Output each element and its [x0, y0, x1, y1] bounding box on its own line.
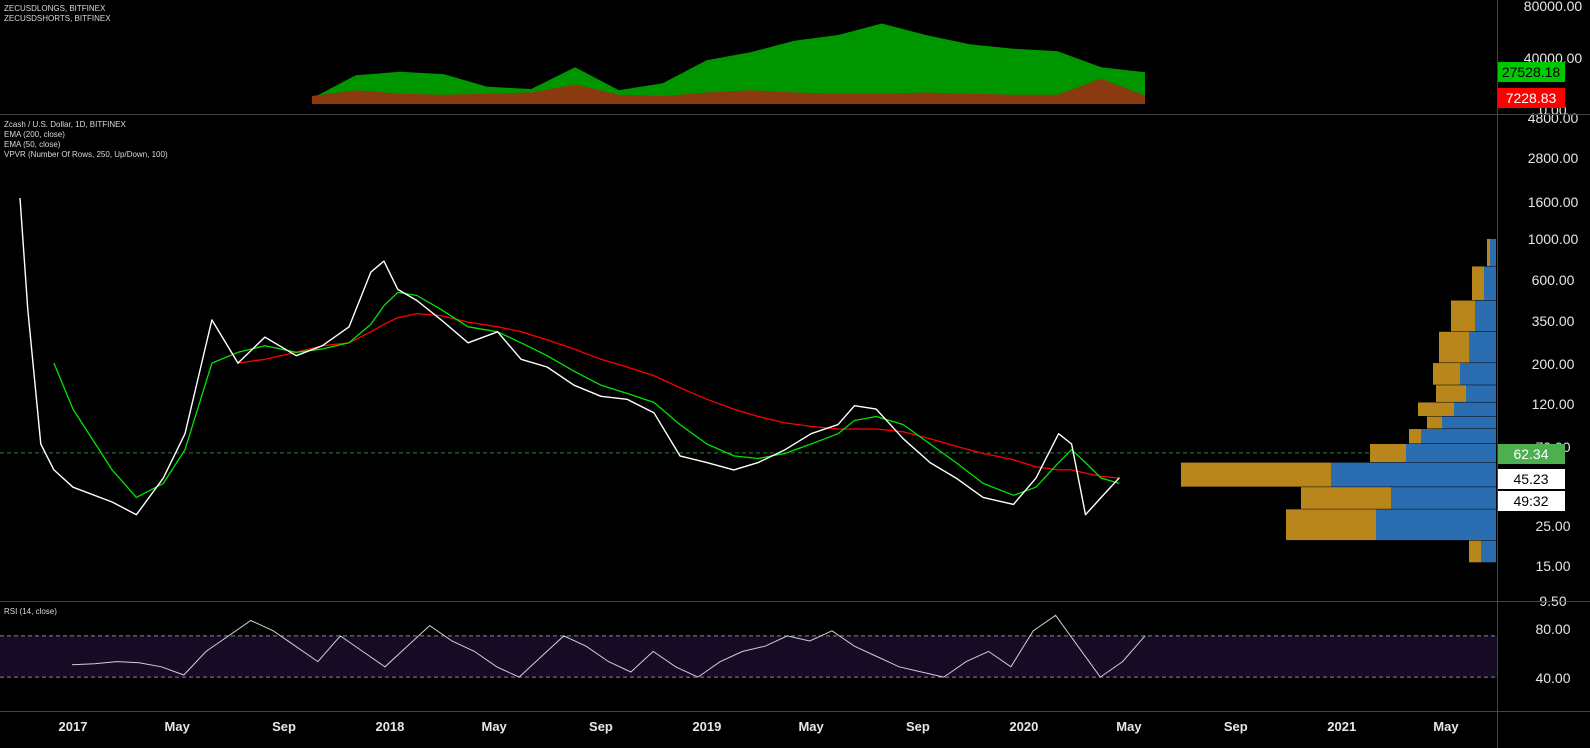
ema50-line: [53, 291, 1120, 499]
vp-up-bar: [1460, 363, 1496, 385]
time-axis-label: May: [798, 719, 824, 734]
shorts-area: [312, 78, 1145, 104]
vp-up-bar: [1481, 540, 1496, 563]
main-axis-label: 120.00: [1532, 396, 1575, 412]
rsi-pane: [0, 614, 1497, 678]
time-axis-label: Sep: [1224, 719, 1248, 734]
legend-symbol: Zcash / U.S. Dollar, 1D, BITFINEX: [4, 120, 126, 129]
vp-down-bar: [1370, 444, 1406, 463]
longs-badge-bg: [1497, 62, 1565, 82]
rsi-line: [71, 614, 1146, 678]
vp-up-bar: [1475, 300, 1496, 332]
time-axis-label: May: [165, 719, 191, 734]
main-axis-label: 15.00: [1535, 558, 1570, 574]
vp-down-bar: [1439, 331, 1469, 363]
longs-area: [312, 23, 1145, 104]
price-line: [19, 197, 1120, 516]
main-axis-label: 350.00: [1532, 313, 1575, 329]
time-axis-label: 2017: [59, 719, 88, 734]
main-axis-label: 1000.00: [1528, 231, 1579, 247]
legend-longs: ZECUSDLONGS, BITFINEX: [4, 4, 106, 13]
vp-down-bar: [1472, 266, 1484, 301]
price-pane: [0, 197, 1497, 516]
last-price-badge-bg: [1497, 444, 1565, 464]
main-axis-label: 25.00: [1535, 518, 1570, 534]
main-axis-label: 600.00: [1532, 272, 1575, 288]
top-pane-legend: ZECUSDLONGS, BITFINEX ZECUSDSHORTS, BITF…: [4, 4, 111, 24]
vp-down-bar: [1487, 238, 1490, 266]
last-price-badge-text: 62.34: [1513, 446, 1548, 462]
legend-ema50: EMA (50, close): [4, 140, 61, 149]
countdown-badge-bg: [1497, 491, 1565, 511]
legend-vpvr: VPVR (Number Of Rows, 250, Up/Down, 100): [4, 150, 168, 159]
vp-up-bar: [1466, 385, 1496, 402]
main-pane-legend: Zcash / U.S. Dollar, 1D, BITFINEX EMA (2…: [4, 120, 168, 160]
legend-shorts: ZECUSDSHORTS, BITFINEX: [4, 14, 111, 23]
time-axis-label: May: [482, 719, 508, 734]
vp-down-bar: [1181, 462, 1331, 487]
vp-down-bar: [1418, 402, 1454, 416]
vp-down-bar: [1436, 385, 1466, 402]
rsi-axis-label: 40.00: [1535, 670, 1570, 686]
rsi-band: [0, 635, 1497, 678]
vp-down-bar: [1433, 363, 1460, 385]
vp-up-bar: [1421, 429, 1496, 444]
time-axis-label: 2018: [375, 719, 404, 734]
shorts-badge-bg: [1497, 88, 1565, 108]
vp-up-bar: [1376, 509, 1496, 541]
vp-down-bar: [1286, 509, 1376, 541]
vp-down-bar: [1451, 300, 1475, 332]
ema200-line: [237, 312, 1120, 479]
time-axis-label: Sep: [589, 719, 613, 734]
current-price-badge-bg: [1497, 469, 1565, 489]
price-badges: 27528.18 7228.83 62.34 45.23 49:32: [1497, 62, 1565, 511]
rsi-axis-label: 80.00: [1535, 621, 1570, 637]
main-axis-label: 4800.00: [1528, 110, 1579, 126]
longs-shorts-pane: [312, 23, 1145, 104]
time-axis-label: 2019: [692, 719, 721, 734]
time-axis-label: 2021: [1327, 719, 1356, 734]
time-axis-label: 2020: [1009, 719, 1038, 734]
volume-profile: [1181, 238, 1496, 563]
top-axis-label: 80000.00: [1524, 0, 1583, 14]
vp-up-bar: [1442, 416, 1496, 429]
time-axis-label: Sep: [272, 719, 296, 734]
time-axis-label: Sep: [906, 719, 930, 734]
longs-badge-text: 27528.18: [1502, 64, 1561, 80]
current-price-badge-text: 45.23: [1513, 471, 1548, 487]
vp-up-bar: [1490, 238, 1496, 266]
vp-up-bar: [1454, 402, 1496, 416]
rsi-pane-legend: RSI (14, close): [4, 607, 57, 617]
vp-up-bar: [1331, 462, 1496, 487]
vp-up-bar: [1406, 444, 1496, 463]
vp-down-bar: [1301, 487, 1391, 509]
vp-up-bar: [1469, 331, 1496, 363]
main-axis-label: 200.00: [1532, 356, 1575, 372]
shorts-badge-text: 7228.83: [1506, 90, 1557, 106]
vp-up-bar: [1391, 487, 1496, 509]
vp-down-bar: [1469, 540, 1481, 563]
vp-down-bar: [1427, 416, 1442, 429]
time-axis[interactable]: 2017 May Sep 2018 May Sep 2019 May Sep 2020 May Sep…: [59, 719, 1460, 734]
vp-down-bar: [1409, 429, 1421, 444]
time-axis-label: May: [1116, 719, 1142, 734]
vp-up-bar: [1484, 266, 1496, 301]
main-axis-label: 2800.00: [1528, 150, 1579, 166]
countdown-badge-text: 49:32: [1513, 493, 1548, 509]
time-axis-label: May: [1433, 719, 1459, 734]
legend-ema200: EMA (200, close): [4, 130, 65, 139]
legend-rsi: RSI (14, close): [4, 607, 57, 616]
main-axis-label: 1600.00: [1528, 194, 1579, 210]
